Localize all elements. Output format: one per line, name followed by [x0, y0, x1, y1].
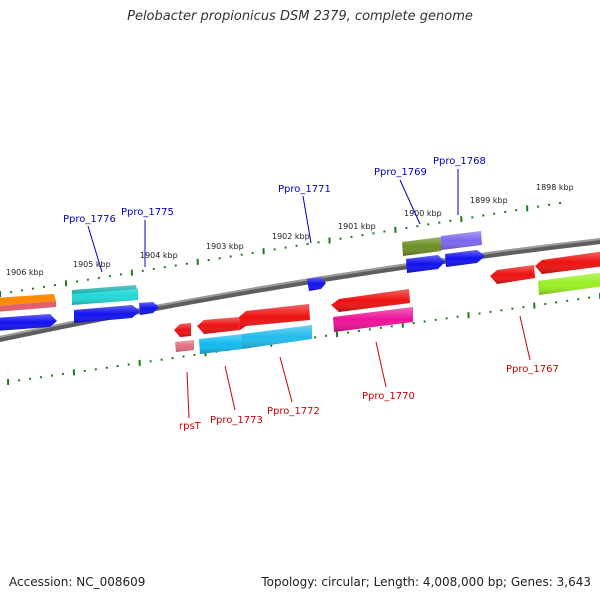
gene-ppro-1769[interactable]	[402, 237, 441, 256]
gene-ppro-1776[interactable]	[72, 285, 138, 305]
reverse-leader-lines	[186, 315, 531, 419]
gene-label-ppro-1775: Ppro_1775	[121, 207, 174, 218]
scale-label-1900: 1900 kbp	[404, 209, 442, 218]
gene-label-ppro-1768: Ppro_1768	[433, 156, 486, 167]
forward-leader-lines	[87, 169, 459, 273]
gene-label-ppro-1776: Ppro_1776	[63, 214, 116, 225]
gene-label-rpst: rpsT	[179, 421, 202, 432]
gene-label-ppro-1767: Ppro_1767	[506, 364, 559, 375]
gene-ppro-1770[interactable]	[331, 289, 413, 332]
gene-ppro-1767[interactable]	[490, 251, 600, 295]
outer-scale-ticks	[0, 201, 562, 298]
gene-ppro-1771[interactable]	[307, 277, 326, 291]
gene-ppro-1773[interactable]	[197, 317, 242, 354]
scale-label-1903: 1903 kbp	[206, 242, 244, 251]
gene-blue-1769[interactable]	[406, 255, 445, 273]
gene-blue-1768[interactable]	[445, 250, 485, 267]
gene-ppro-1768[interactable]	[441, 231, 482, 250]
chromosome-backbone	[0, 238, 600, 342]
gene-ppro-1772[interactable]	[239, 304, 312, 349]
gene-orange[interactable]	[0, 294, 56, 312]
gene-blue-left[interactable]	[0, 314, 57, 331]
scale-label-1901: 1901 kbp	[338, 222, 376, 231]
gene-label-ppro-1773: Ppro_1773	[210, 415, 263, 426]
gene-rpst[interactable]	[174, 323, 194, 352]
scale-label-1906: 1906 kbp	[6, 268, 44, 277]
gene-label-ppro-1771: Ppro_1771	[278, 184, 331, 195]
scale-label-1898: 1898 kbp	[536, 183, 574, 192]
genome-summary: Topology: circular; Length: 4,008,000 bp…	[261, 575, 591, 589]
scale-label-1905: 1905 kbp	[73, 260, 111, 269]
accession-text: Accession: NC_008609	[9, 575, 146, 589]
scale-label-1899: 1899 kbp	[470, 196, 508, 205]
scale-label-1902: 1902 kbp	[272, 232, 310, 241]
gene-label-ppro-1772: Ppro_1772	[267, 406, 320, 417]
gene-ppro-1775[interactable]	[139, 302, 159, 315]
gene-label-ppro-1770: Ppro_1770	[362, 391, 415, 402]
gene-label-ppro-1769: Ppro_1769	[374, 167, 427, 178]
genome-title: Pelobacter propionicus DSM 2379, complet…	[127, 9, 473, 24]
gene-ppro-1776-blue[interactable]	[74, 305, 140, 323]
scale-label-1904: 1904 kbp	[140, 251, 178, 260]
